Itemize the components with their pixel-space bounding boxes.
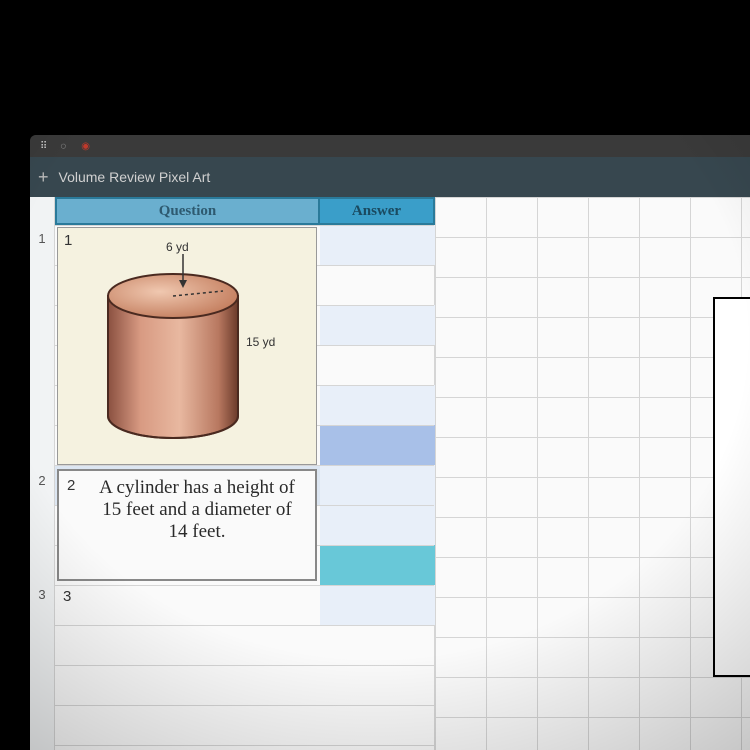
globe-icon: ◌ bbox=[60, 141, 66, 152]
answer-cell[interactable] bbox=[320, 385, 435, 425]
row-number[interactable]: 1 bbox=[30, 231, 54, 246]
spreadsheet: 1 2 3 Question Answer 1 bbox=[30, 197, 750, 750]
answer-cell[interactable] bbox=[320, 585, 435, 625]
answer-cell[interactable] bbox=[320, 425, 435, 465]
screen-frame: ⠿ ◌ ◉ + Volume Review Pixel Art 1 2 3 Qu… bbox=[30, 135, 750, 750]
question-header[interactable]: Question bbox=[55, 197, 320, 225]
answer-cell[interactable] bbox=[320, 305, 435, 345]
question-text: A cylinder has a height of 15 feet and a… bbox=[93, 477, 301, 543]
bookmark-apps[interactable]: ⠿ bbox=[40, 141, 45, 152]
sheet-tab-label[interactable]: Volume Review Pixel Art bbox=[59, 169, 211, 185]
height-label: 15 yd bbox=[246, 335, 275, 349]
grid-right[interactable] bbox=[435, 197, 750, 750]
row-gutter: 1 2 3 bbox=[30, 197, 55, 750]
answer-cell[interactable] bbox=[320, 505, 435, 545]
body-area: 1 bbox=[55, 225, 435, 750]
question-1-card: 1 bbox=[57, 227, 317, 465]
question-number: 3 bbox=[63, 588, 71, 605]
question-number: 2 bbox=[67, 477, 75, 494]
radius-label: 6 yd bbox=[166, 240, 189, 254]
bookmark-bar: ⠿ ◌ ◉ bbox=[30, 135, 750, 157]
row-number[interactable]: 2 bbox=[30, 473, 54, 488]
question-number: 1 bbox=[64, 232, 72, 249]
answer-cell[interactable] bbox=[320, 225, 435, 265]
add-sheet-icon[interactable]: + bbox=[38, 167, 49, 188]
bookmark-item[interactable]: ◌ bbox=[60, 141, 66, 152]
pixel-art-frame bbox=[713, 297, 750, 677]
question-2-card: 2 A cylinder has a height of 15 feet and… bbox=[57, 469, 317, 581]
row-number[interactable]: 3 bbox=[30, 587, 54, 602]
shield-icon: ◉ bbox=[81, 141, 90, 152]
apps-icon: ⠿ bbox=[40, 141, 45, 152]
bookmark-item-2[interactable]: ◉ bbox=[81, 141, 90, 152]
sheet-tab-bar: + Volume Review Pixel Art bbox=[30, 157, 750, 197]
answer-cell[interactable] bbox=[320, 465, 435, 505]
cylinder-diagram: 6 yd 15 yd bbox=[88, 236, 288, 456]
answer-cell[interactable] bbox=[320, 545, 435, 585]
answer-header[interactable]: Answer bbox=[320, 197, 435, 225]
